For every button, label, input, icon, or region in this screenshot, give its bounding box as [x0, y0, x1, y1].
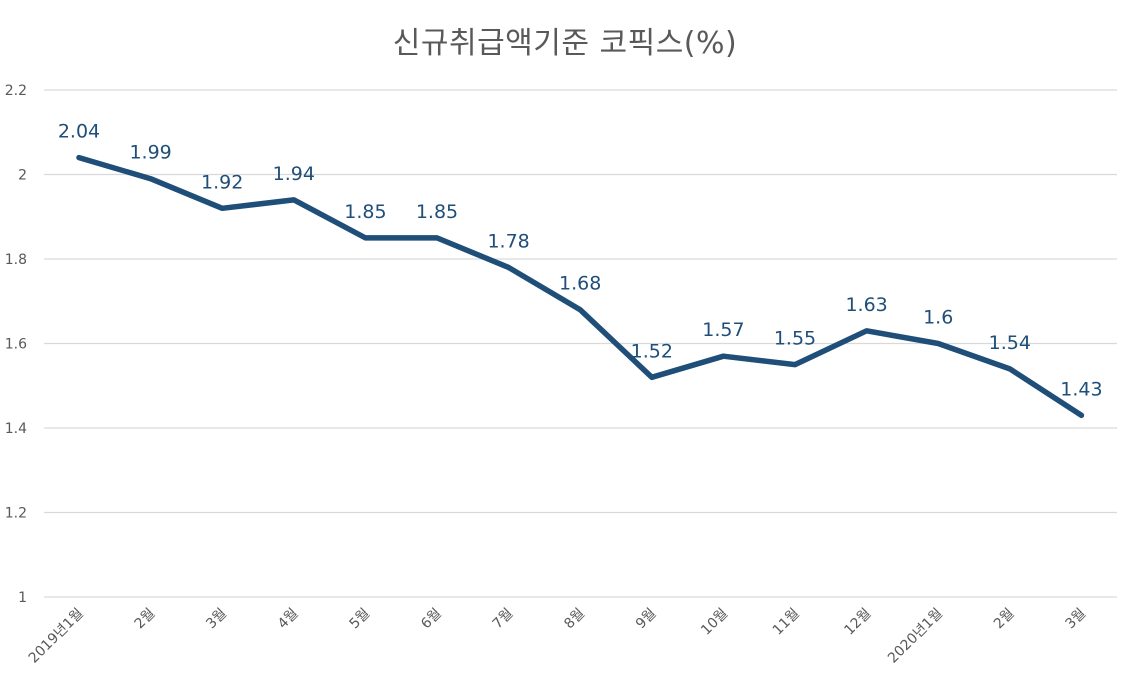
x-tick-label: 3월	[203, 606, 230, 633]
y-tick-label: 2.2	[5, 83, 27, 99]
data-label: 1.57	[702, 319, 744, 341]
y-tick-label: 2	[18, 168, 27, 184]
x-tick-label: 10월	[698, 606, 731, 639]
data-point	[78, 156, 80, 159]
x-tick-label: 3월	[1063, 606, 1090, 633]
x-tick-label: 7월	[490, 606, 517, 633]
y-tick-label: 1.2	[5, 506, 27, 522]
data-point	[865, 329, 868, 332]
x-tick-label: 11월	[770, 606, 803, 639]
y-tick-label: 1.6	[5, 337, 27, 353]
data-point	[722, 355, 725, 358]
data-label: 1.94	[273, 163, 315, 185]
y-tick-label: 1.8	[5, 252, 27, 268]
chart-title: 신규취급액기준 코픽스(%)	[392, 26, 738, 61]
data-point	[292, 198, 295, 201]
data-point	[221, 207, 224, 210]
data-label: 1.68	[559, 273, 601, 295]
data-label: 1.99	[129, 142, 171, 164]
y-tick-label: 1.4	[5, 421, 27, 437]
x-tick-label: 4월	[275, 606, 302, 633]
x-tick-label: 8월	[561, 606, 588, 633]
data-point	[794, 363, 796, 366]
data-point	[507, 266, 510, 269]
y-axis-tick-labels: 1 1.2 1.4 1.6 1.8 2 2.2	[5, 83, 27, 606]
x-tick-label: 2월	[132, 606, 159, 633]
data-point	[937, 342, 940, 345]
x-tick-label: 6월	[418, 606, 445, 633]
data-label: 1.54	[989, 332, 1031, 354]
x-tick-label: 9월	[633, 606, 660, 633]
data-label: 1.85	[416, 201, 458, 223]
gridlines	[44, 89, 1117, 598]
x-axis-tick-labels: 2019년1월 2월 3월 4월 5월 6월 7월 8월 9월 10월 11월 12월 2020년1월 2…	[26, 606, 1089, 667]
data-point	[1008, 367, 1011, 370]
x-tick-label: 2019년1월	[26, 606, 87, 667]
data-labels: 2.04 1.99 1.92 1.94 1.85 1.85 1.78 1.68 1.52 1.57…	[58, 121, 1103, 417]
x-tick-label: 5월	[347, 606, 374, 633]
data-point	[436, 236, 438, 239]
data-label: 1.52	[631, 340, 673, 362]
data-point	[1080, 414, 1083, 417]
data-label: 2.04	[58, 121, 100, 143]
x-tick-label: 12월	[841, 606, 874, 639]
data-label: 1.92	[201, 171, 243, 193]
data-point	[364, 236, 367, 239]
data-label: 1.63	[845, 294, 887, 316]
data-point	[149, 177, 152, 180]
data-label: 1.43	[1060, 378, 1102, 400]
data-label: 1.55	[774, 328, 816, 350]
data-label: 1.6	[923, 307, 953, 329]
x-tick-label: 2월	[991, 606, 1018, 633]
data-label: 1.85	[344, 201, 386, 223]
x-tick-label: 2020년1월	[885, 606, 946, 667]
y-tick-label: 1	[18, 590, 27, 606]
data-point	[650, 376, 653, 379]
data-label: 1.78	[487, 230, 529, 252]
data-point	[579, 308, 582, 311]
